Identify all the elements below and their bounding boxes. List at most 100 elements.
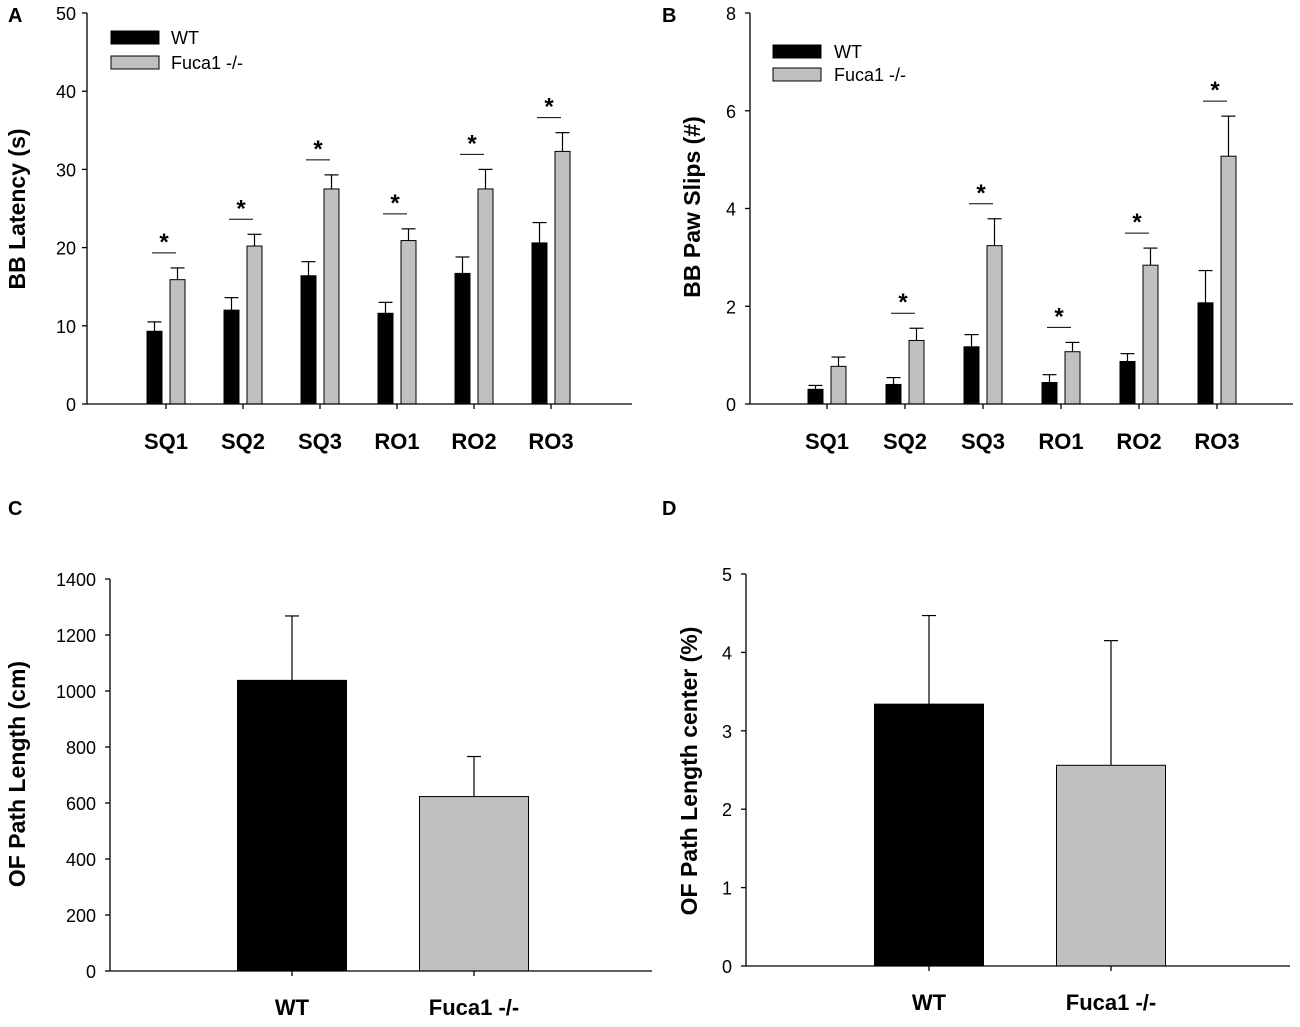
panel-a-ytick-label: 20 [56, 239, 76, 259]
panel-d-errorbars [922, 614, 1118, 766]
panel-c-ytick-label: 600 [66, 794, 96, 814]
legend-label-fuca: Fuca1 -/- [171, 53, 243, 73]
panel-c-bar-fuca [419, 796, 529, 972]
panel-c-errorbars [285, 615, 481, 797]
panel-a-bar-wt-ro3 [531, 242, 548, 405]
panel-a-bar-fuca-ro3 [554, 150, 571, 405]
panel-d-yticks: 0 1 2 3 4 5 [722, 565, 746, 977]
panel-a-categories: SQ1 SQ2 SQ3 RO1 RO2 RO3 [144, 404, 574, 454]
panel-b-significance-star: * [1132, 209, 1142, 236]
panel-b-significance-star: * [898, 289, 908, 316]
panel-b-category-label: RO1 [1038, 429, 1083, 454]
legend-swatch-fuca [772, 67, 822, 82]
panel-b-yticks: 0 2 4 6 8 [726, 4, 750, 415]
panel-a-significance-star: * [467, 130, 477, 157]
panel-b-bars [807, 155, 1237, 405]
panel-a-letter: A [8, 5, 22, 27]
panel-a-ytick-label: 40 [56, 82, 76, 102]
panel-a-ytick-label: 0 [66, 395, 76, 415]
panel-c-categories: WT Fuca1 -/- [275, 971, 519, 1020]
panel-d-ytick-label: 1 [722, 879, 732, 899]
panel-d-categories: WT Fuca1 -/- [912, 966, 1156, 1015]
panel-a-category-label: RO1 [374, 429, 419, 454]
panel-d-ylabel: OF Path Length center (%) [676, 627, 702, 916]
legend-swatch-fuca [110, 55, 160, 70]
panel-a-bar-wt-sq1 [146, 330, 163, 405]
panel-b-bar-fuca-sq3 [986, 245, 1003, 405]
panel-a-bar-wt-sq3 [300, 275, 317, 405]
panel-c-ytick-label: 1400 [56, 570, 96, 590]
panel-a-ytick-label: 30 [56, 160, 76, 180]
panel-a-legend: WT Fuca1 -/- [110, 28, 243, 73]
panel-c-ytick-label: 1200 [56, 626, 96, 646]
panel-b-significance-star: * [1054, 303, 1064, 330]
panel-d-ytick-label: 4 [722, 643, 732, 663]
panel-b-significance: * * * * * [891, 77, 1227, 330]
legend-swatch-wt [110, 30, 160, 45]
panel-b-category-label: SQ2 [883, 429, 927, 454]
panel-a-yticks: 0 10 20 30 40 50 [56, 4, 87, 415]
panel-d-ytick-label: 0 [722, 957, 732, 977]
panel-a-significance-star: * [390, 190, 400, 217]
panel-a-bar-fuca-sq1 [169, 279, 186, 405]
panel-a-bar-wt-sq2 [223, 309, 240, 405]
panel-b-category-label: SQ3 [961, 429, 1005, 454]
panel-b-categories: SQ1 SQ2 SQ3 RO1 RO2 RO3 [805, 404, 1240, 454]
panel-a-bar-fuca-sq2 [246, 245, 263, 405]
panel-c-ytick-label: 200 [66, 906, 96, 926]
panel-b-significance-star: * [1210, 77, 1220, 104]
panel-c-ytick-label: 800 [66, 738, 96, 758]
panel-b-category-label: SQ1 [805, 429, 849, 454]
panel-d-category-label: Fuca1 -/- [1066, 990, 1156, 1015]
panel-d-bar-wt [874, 703, 984, 967]
panel-b-bar-fuca-sq1 [830, 365, 847, 405]
panel-d-category-label: WT [912, 990, 947, 1015]
panel-b-bar-wt-ro3 [1197, 302, 1214, 405]
panel-a-bar-wt-ro1 [377, 312, 394, 405]
panel-a-significance-star: * [313, 136, 323, 163]
panel-c-ylabel: OF Path Length (cm) [4, 661, 30, 887]
panel-b-bar-fuca-sq2 [908, 339, 925, 405]
panel-a-significance-star: * [159, 229, 169, 256]
panel-d-ytick-label: 2 [722, 800, 732, 820]
panel-a-bar-fuca-ro2 [477, 188, 494, 405]
panel-b-bar-wt-sq2 [885, 383, 902, 405]
panel-c-bars [237, 679, 529, 972]
panel-d-ytick-label: 3 [722, 722, 732, 742]
panel-c-ytick-label: 400 [66, 850, 96, 870]
panel-a-bars [146, 150, 571, 405]
panel-a-category-label: RO3 [528, 429, 573, 454]
panel-b-ytick-label: 2 [726, 297, 736, 317]
panel-b-legend: WT Fuca1 -/- [772, 42, 906, 85]
panel-a-significance-star: * [236, 195, 246, 222]
panel-b-bar-wt-ro2 [1119, 360, 1136, 405]
panel-b-bar-wt-ro1 [1041, 381, 1058, 405]
panel-d-bar-fuca [1056, 764, 1166, 967]
panel-a-category-label: SQ1 [144, 429, 188, 454]
panel-a-errorbars [147, 132, 570, 332]
panel-b-bar-fuca-ro2 [1142, 264, 1159, 405]
panel-b: B BB Paw Slips (#) 0 2 4 6 8 * * * * * SQ1 SQ2 SQ3… [662, 4, 1293, 454]
panel-b-significance-star: * [976, 180, 986, 207]
legend-label-wt: WT [834, 42, 862, 62]
panel-c-ytick-label: 0 [86, 962, 96, 982]
legend-label-fuca: Fuca1 -/- [834, 65, 906, 85]
panel-b-ytick-label: 8 [726, 4, 736, 24]
panel-d: D OF Path Length center (%) 0 1 2 3 4 5 WT Fuc… [662, 498, 1290, 1015]
panel-d-letter: D [662, 498, 676, 520]
panel-a-significance-star: * [544, 94, 554, 121]
panel-b-ytick-label: 0 [726, 395, 736, 415]
panel-c-category-label: WT [275, 995, 310, 1020]
panel-a-bar-wt-ro2 [454, 272, 471, 405]
panel-c-letter: C [8, 498, 22, 520]
panel-c-yticks: 0 200 400 600 800 1000 1200 1400 [56, 570, 110, 982]
panel-b-bar-wt-sq3 [963, 346, 980, 405]
panel-a-category-label: RO2 [451, 429, 496, 454]
panel-b-bar-fuca-ro3 [1220, 155, 1237, 405]
panel-b-bar-fuca-ro1 [1064, 351, 1081, 405]
panel-b-ylabel: BB Paw Slips (#) [679, 116, 705, 297]
panel-b-letter: B [662, 5, 676, 27]
panel-d-ytick-label: 5 [722, 565, 732, 585]
